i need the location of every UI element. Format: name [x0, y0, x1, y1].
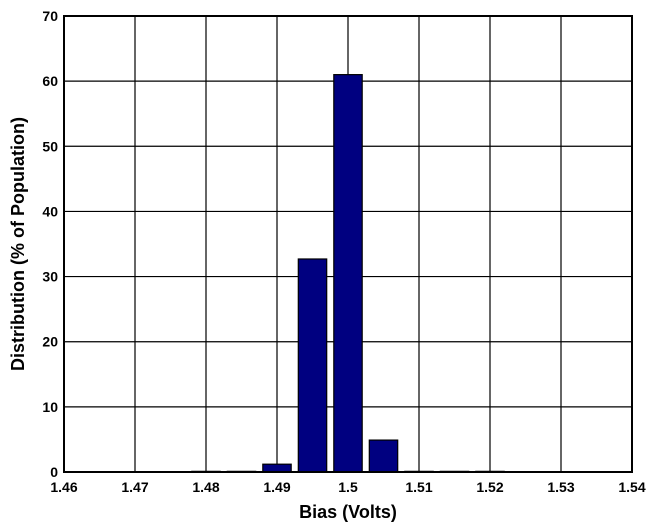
x-tick-label: 1.53	[547, 479, 574, 495]
y-tick-label: 60	[42, 73, 58, 89]
y-tick-label: 50	[42, 138, 58, 154]
y-tick-label: 10	[42, 399, 58, 415]
x-tick-label: 1.48	[192, 479, 219, 495]
y-tick-label: 20	[42, 334, 58, 350]
y-axis-title: Distribution (% of Population)	[8, 117, 28, 371]
bar	[297, 258, 328, 473]
x-axis-title: Bias (Volts)	[299, 502, 397, 522]
x-tick-label: 1.52	[476, 479, 503, 495]
bar	[368, 439, 399, 473]
x-tick-label: 1.47	[121, 479, 148, 495]
x-tick-label: 1.5	[338, 479, 358, 495]
plot-frame	[63, 15, 633, 473]
x-tick-label: 1.46	[50, 479, 77, 495]
y-tick-label: 0	[50, 464, 58, 480]
bar	[262, 463, 292, 473]
y-tick-label: 40	[42, 203, 58, 219]
x-tick-label: 1.49	[263, 479, 290, 495]
x-tick-labels: 1.46 1.47 1.48 1.49 1.5 1.51 1.52 1.53 1.54	[50, 479, 645, 495]
bars	[191, 74, 505, 473]
x-tick-label: 1.54	[618, 479, 645, 495]
y-tick-label: 70	[42, 8, 58, 24]
bar	[333, 74, 363, 473]
x-tick-label: 1.51	[405, 479, 432, 495]
y-tick-label: 30	[42, 269, 58, 285]
y-tick-labels: 0 10 20 30 40 50 60 70	[42, 8, 58, 480]
